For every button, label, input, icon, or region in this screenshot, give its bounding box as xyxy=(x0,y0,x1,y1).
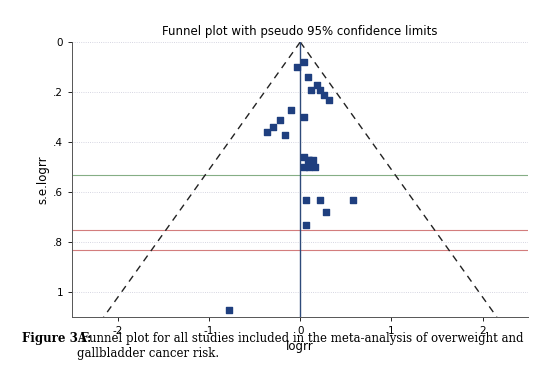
Point xyxy=(225,306,234,312)
Point xyxy=(300,114,309,120)
Point xyxy=(325,97,334,103)
Point xyxy=(309,157,317,163)
Point xyxy=(292,64,301,70)
Point xyxy=(303,74,312,80)
Point xyxy=(276,117,285,123)
Point xyxy=(287,107,296,113)
Point xyxy=(305,157,314,163)
Point xyxy=(316,196,325,202)
Point xyxy=(301,222,310,228)
Point xyxy=(301,196,310,202)
Point xyxy=(280,131,289,138)
Point xyxy=(305,164,314,170)
Point xyxy=(349,196,358,202)
Point xyxy=(300,59,309,65)
X-axis label: logrr: logrr xyxy=(286,340,314,353)
Point xyxy=(300,164,309,170)
Point xyxy=(316,86,325,92)
Point xyxy=(307,86,316,92)
Point xyxy=(320,91,329,97)
Point xyxy=(310,164,319,170)
Y-axis label: s.e.logrr: s.e.logrr xyxy=(36,155,49,204)
Point xyxy=(300,154,309,160)
Title: Funnel plot with pseudo 95% confidence limits: Funnel plot with pseudo 95% confidence l… xyxy=(162,25,438,38)
Text: Figure 3A:: Figure 3A: xyxy=(22,332,92,345)
Text: Funnel plot for all studies included in the meta-analysis of overweight and gall: Funnel plot for all studies included in … xyxy=(77,332,523,360)
Point xyxy=(303,157,312,163)
Point xyxy=(262,129,271,135)
Point xyxy=(312,81,321,87)
Point xyxy=(269,124,277,130)
Point xyxy=(321,209,330,215)
